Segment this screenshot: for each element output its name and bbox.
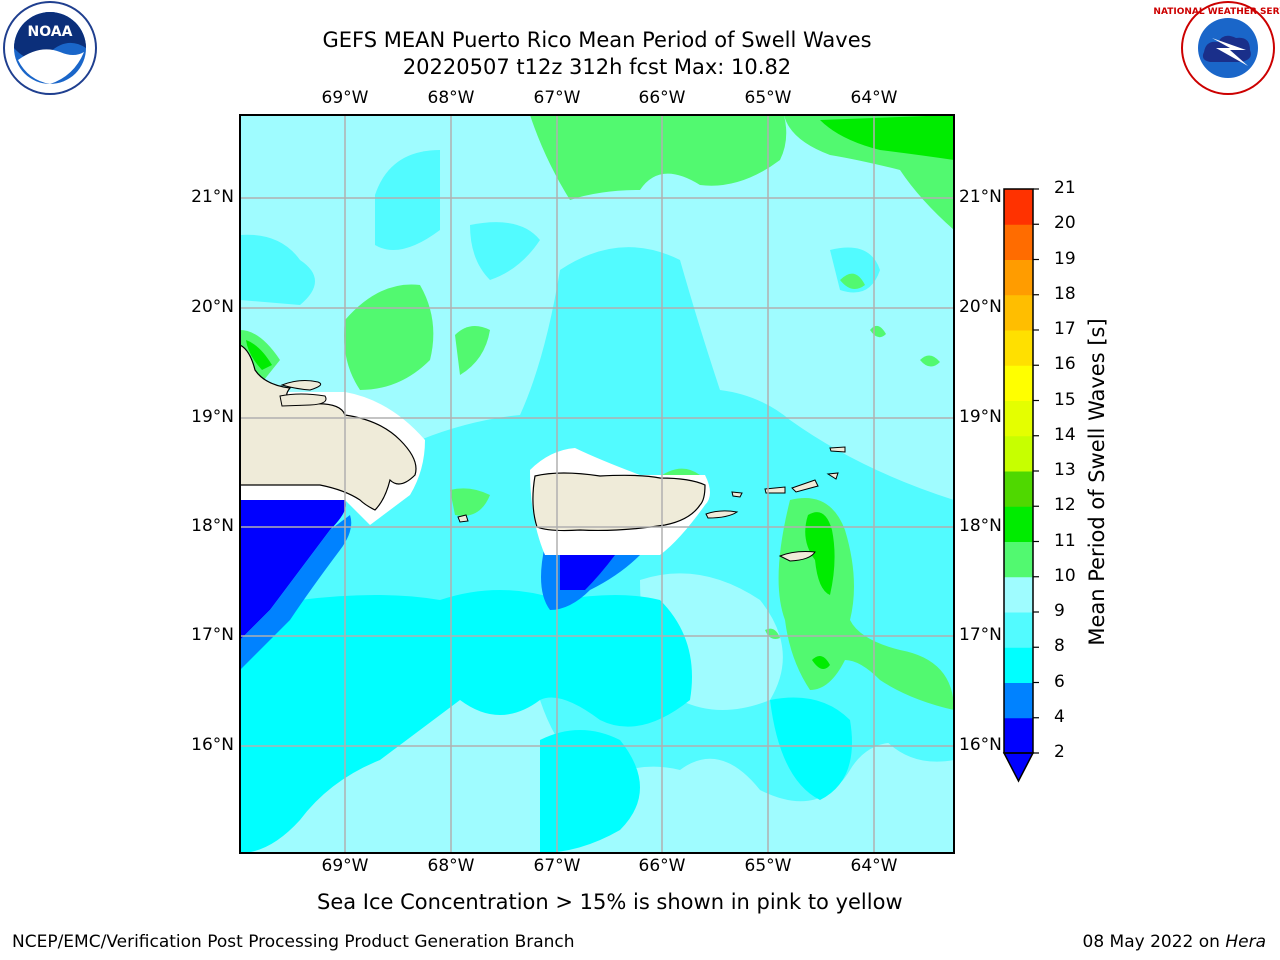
colorbar-tick-label: 9 <box>1054 601 1065 621</box>
colorbar-segment <box>1004 189 1033 225</box>
lat-label-left: 21°N <box>191 187 234 207</box>
nws-logo-text: NATIONAL WEATHER SERVICE <box>1153 7 1280 17</box>
lon-label-bottom: 66°W <box>638 856 686 876</box>
colorbar-segment <box>1004 294 1033 331</box>
lat-label-right: 20°N <box>959 297 1002 317</box>
plot-subtitle: 20220507 t12z 312h fcst Max: 10.82 <box>402 55 792 79</box>
date-text: 08 May 2022 on <box>1082 932 1220 952</box>
lon-label-top: 69°W <box>321 88 369 108</box>
colorbar-tick-label: 4 <box>1054 706 1065 727</box>
gridlines <box>240 115 954 853</box>
lat-label-right: 18°N <box>959 516 1002 536</box>
colorbar-tick-label: 10 <box>1054 565 1076 586</box>
colorbar-segment <box>1004 647 1033 683</box>
colorbar-segment <box>1004 471 1033 507</box>
lat-label-left: 20°N <box>191 297 234 317</box>
lat-label-left: 17°N <box>191 625 234 645</box>
colorbar-segment <box>1004 435 1033 472</box>
noaa-logo-text: NOAA <box>28 24 73 40</box>
colorbar-tick-label: 12 <box>1054 495 1076 516</box>
colorbar-tick-label: 18 <box>1054 283 1076 304</box>
colorbar-segment <box>1004 612 1033 648</box>
lon-label-bottom: 65°W <box>744 856 792 876</box>
lat-label-right: 19°N <box>959 407 1002 427</box>
lon-label-top: 66°W <box>638 88 686 108</box>
lon-label-bottom: 67°W <box>533 856 581 876</box>
colorbar-tick-label: 8 <box>1054 636 1065 657</box>
colorbar-tick-label: 11 <box>1054 530 1076 551</box>
lon-label-top: 64°W <box>850 88 898 108</box>
lat-label-right: 21°N <box>959 187 1002 207</box>
colorbar-segment <box>1004 330 1033 366</box>
map-frame <box>239 114 955 854</box>
lon-label-bottom: 69°W <box>321 856 369 876</box>
generation-date: 08 May 2022 on Hera <box>1083 932 1267 952</box>
colorbar-segment <box>1004 259 1033 296</box>
colorbar-segment <box>1004 224 1033 260</box>
colorbar-segment <box>1004 400 1033 437</box>
colorbar-tick-label: 17 <box>1054 319 1076 339</box>
branch-credit: NCEP/EMC/Verification Post Processing Pr… <box>12 932 575 952</box>
lon-label-top: 67°W <box>533 88 581 108</box>
lon-label-top: 65°W <box>744 88 792 108</box>
host-name: Hera <box>1225 932 1266 952</box>
lon-label-top: 68°W <box>427 88 475 108</box>
colorbar-segment <box>1004 717 1033 754</box>
lat-label-right: 17°N <box>959 625 1002 645</box>
nws-logo: NATIONAL WEATHER SERVICE <box>1153 1 1280 95</box>
colorbar-segment <box>1004 682 1033 719</box>
colorbar-tick-label: 13 <box>1054 460 1076 480</box>
colorbar-label: Mean Period of Swell Waves [s] <box>1085 318 1109 646</box>
plot-title: GEFS MEAN Puerto Rico Mean Period of Swe… <box>322 28 872 52</box>
lon-label-bottom: 68°W <box>427 856 475 876</box>
noaa-logo: NOAA <box>3 1 97 95</box>
colorbar-tick-label: 16 <box>1054 354 1076 375</box>
colorbar-tick-label: 21 <box>1054 178 1076 198</box>
lat-label-left: 19°N <box>191 407 234 427</box>
colorbar-segment <box>1004 365 1033 401</box>
contour-field <box>240 115 954 853</box>
colorbar-tick-label: 14 <box>1054 424 1076 445</box>
lat-label-left: 16°N <box>191 735 234 755</box>
colorbar-segment <box>1004 506 1033 542</box>
sea-ice-note: Sea Ice Concentration > 15% is shown in … <box>317 890 903 914</box>
colorbar-tick-label: 2 <box>1054 742 1065 762</box>
colorbar-tick-label: 15 <box>1054 389 1076 410</box>
colorbar-segment <box>1004 541 1033 578</box>
lat-label-left: 18°N <box>191 516 234 536</box>
lat-label-right: 16°N <box>959 735 1002 755</box>
colorbar-under-arrow <box>1002 752 1035 783</box>
colorbar <box>1002 188 1039 783</box>
colorbar-tick-label: 20 <box>1054 213 1076 234</box>
colorbar-tick-label: 6 <box>1054 671 1065 692</box>
colorbar-tick-label: 19 <box>1054 248 1076 269</box>
lon-label-bottom: 64°W <box>850 856 898 876</box>
hispaniola-land <box>240 344 417 511</box>
colorbar-segment <box>1004 576 1033 613</box>
